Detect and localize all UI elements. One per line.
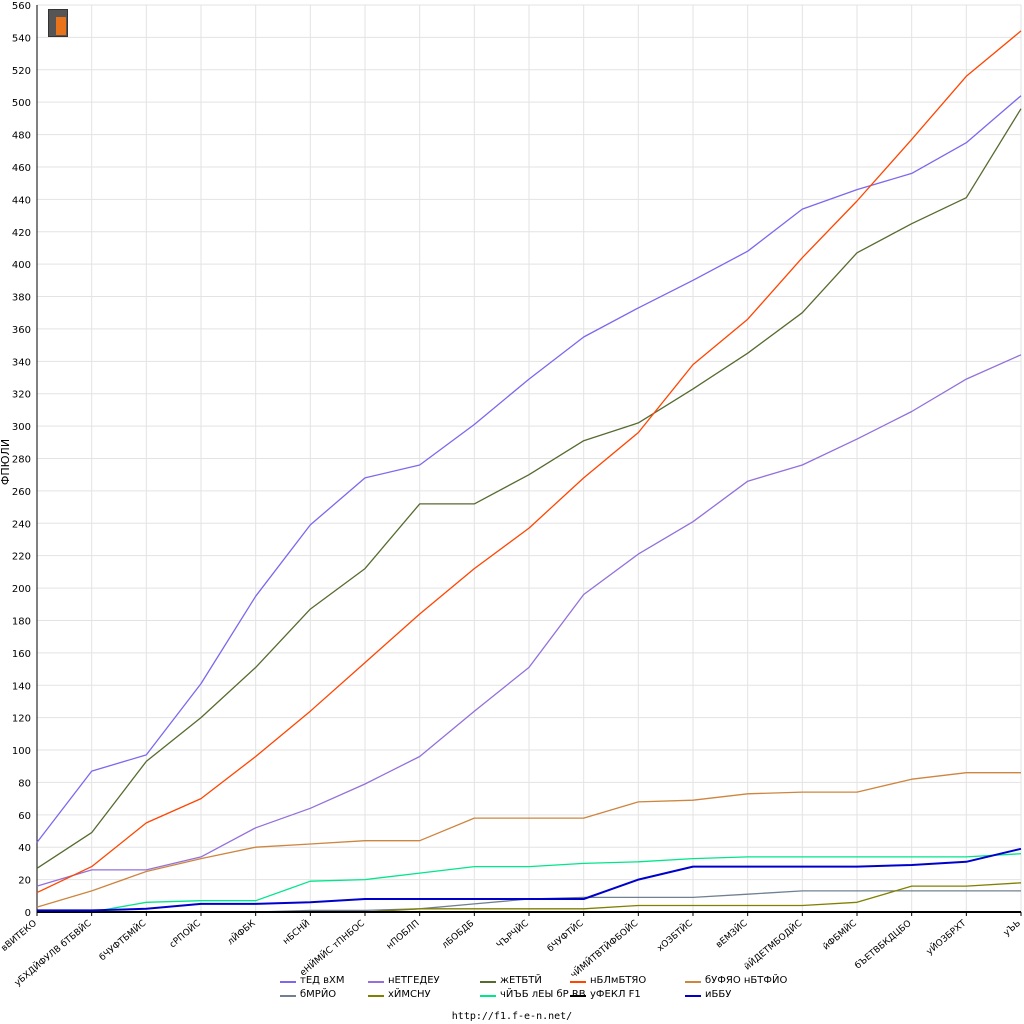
y-tick-label: 160 [12, 649, 31, 660]
legend-label: нЕТГЕДЕУ [388, 975, 440, 986]
chart-grid [36, 4, 1022, 913]
x-tick-label: уЙОЗБРХТ [924, 917, 969, 957]
y-tick-label: 560 [12, 1, 31, 12]
x-tick-label: бЧУФТЙС [545, 917, 586, 954]
x-tick-label: сРПОЙС [167, 917, 203, 950]
legend-label: иББУ [705, 989, 732, 1000]
x-tick-label: лЙФБК [225, 917, 258, 948]
legend-label: жЕТБТЙ [500, 975, 542, 986]
legend-swatch [570, 995, 586, 997]
x-tick-label: вЕМЗЙС [713, 917, 749, 950]
y-tick-label: 460 [12, 163, 31, 174]
x-tick-label: нБСНЙ [280, 917, 312, 947]
y-tick-label: 280 [12, 455, 31, 466]
legend-label: чЙЪБ лЕЫ бР RB [500, 989, 586, 1000]
legend-swatch [685, 981, 701, 983]
legend-swatch [368, 995, 384, 997]
y-tick-label: 240 [12, 519, 31, 530]
y-tick-label: 20 [18, 876, 31, 887]
series-line-4 [36, 772, 1021, 908]
x-tick-label: вВИТЕКО [0, 919, 39, 954]
y-tick-label: 320 [12, 390, 31, 401]
legend-label: бМРЙО [300, 989, 337, 1000]
x-tick-label: ЧЪРЧЙС [494, 917, 531, 951]
legend-label: нБЛмБТЯО [590, 975, 647, 986]
x-tick-label: хОЗБТЙС [654, 917, 695, 954]
legend-label: уФЕКЛ F1 [590, 989, 641, 1000]
f1-logo [48, 9, 98, 37]
logo-accent-icon [56, 17, 66, 35]
legend-label: тЕД вХМ [300, 975, 345, 986]
y-tick-label: 60 [18, 811, 31, 822]
series-line-1 [36, 354, 1022, 887]
y-tick-label: 300 [12, 422, 31, 433]
x-tick-label: уЪЬ [1002, 919, 1023, 939]
legend-swatch [368, 981, 384, 983]
legend-swatch [280, 981, 296, 983]
legend-label: хЙМСНУ [388, 989, 431, 1000]
x-tick-label: йЙДЕТМБОДЙС [741, 917, 804, 972]
x-tick-label: бЧУФТБМЙС [97, 917, 149, 963]
y-tick-label: 40 [18, 843, 31, 854]
y-tick-label: 540 [12, 33, 31, 44]
y-tick-label: 120 [12, 714, 31, 725]
y-tick-label: 420 [12, 228, 31, 239]
series-line-2 [36, 108, 1022, 869]
legend-swatch [280, 995, 296, 997]
y-tick-label: 500 [12, 98, 31, 109]
y-tick-label: 200 [12, 584, 31, 595]
y-tick-label: 140 [12, 681, 31, 692]
x-tick-label: бЪЕТВБКДЦБО [853, 919, 913, 972]
footer-url: http://f1.f-e-n.net/ [451, 1011, 573, 1022]
y-axis-label: ФПЮЛИ [0, 439, 12, 485]
y-tick-label: 400 [12, 260, 31, 271]
series-line-0 [36, 95, 1022, 843]
x-tick-label: лБОБДБ [440, 919, 476, 951]
y-tick-label: 0 [25, 908, 31, 919]
y-tick-label: 220 [12, 552, 31, 563]
legend-label: бУФЯО нБТФЙО [705, 975, 788, 986]
y-axis-ticks: 0 20 40 60 80 100 120 140 160 180 200 220 240 260 280 3… [12, 1, 31, 919]
chart-series [36, 30, 1022, 913]
legend-swatch [480, 995, 496, 997]
y-tick-label: 100 [12, 746, 31, 757]
y-tick-label: 440 [12, 195, 31, 206]
legend-swatch [685, 995, 701, 997]
series-line-7 [37, 853, 1022, 913]
x-tick-label: йФБМЙС [820, 917, 859, 952]
y-tick-label: 260 [12, 487, 31, 498]
y-tick-label: 360 [12, 325, 31, 336]
y-tick-label: 180 [12, 616, 31, 627]
y-tick-label: 480 [12, 131, 31, 142]
x-tick-label: нПОБЛП [385, 919, 422, 952]
y-tick-label: 80 [18, 778, 31, 789]
y-tick-label: 340 [12, 357, 31, 368]
y-tick-label: 520 [12, 66, 31, 77]
series-line-9 [37, 847, 1022, 912]
y-tick-label: 380 [12, 293, 31, 304]
legend-swatch [480, 981, 496, 983]
series-line-3 [36, 30, 1022, 894]
legend-swatch [570, 981, 586, 983]
